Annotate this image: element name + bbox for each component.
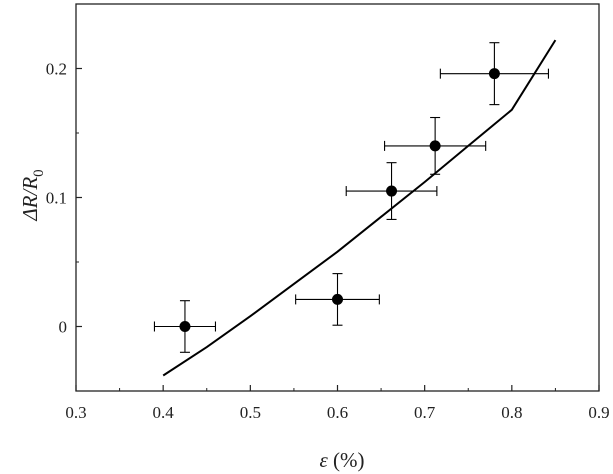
y-tick-label: 0 <box>59 318 68 337</box>
y-axis-title: ΔR/R0 <box>18 169 47 221</box>
x-tick-label: 0.6 <box>327 403 348 422</box>
x-tick-label: 0.8 <box>501 403 522 422</box>
error-bars <box>153 42 549 353</box>
x-tick-label: 0.4 <box>153 403 175 422</box>
fit-curve <box>162 39 557 377</box>
y-tick-label: 0.2 <box>46 60 67 79</box>
y-tick-label: 0.1 <box>46 189 67 208</box>
x-tick-label: 0.5 <box>240 403 261 422</box>
x-axis-symbol: ε <box>319 448 328 472</box>
data-points <box>179 68 500 332</box>
y-axis-symbol: ΔR/R <box>18 177 42 222</box>
data-point <box>488 68 500 80</box>
data-point <box>332 293 343 305</box>
x-axis-unit: (%) <box>328 448 365 472</box>
data-point <box>429 140 441 152</box>
data-point <box>179 321 191 332</box>
x-tick-label: 0.9 <box>588 403 609 422</box>
x-axis-ticks: 0.3 0.4 0.5 0.6 0.7 0.8 0.9 <box>65 385 610 422</box>
y-axis-subscript: 0 <box>31 169 47 177</box>
y-axis-ticks: 0 0.1 0.2 <box>46 60 82 337</box>
plot-frame <box>75 3 600 392</box>
x-axis-title: ε (%) <box>319 448 364 472</box>
x-tick-label: 0.3 <box>65 403 86 422</box>
data-point <box>386 185 398 197</box>
x-tick-label: 0.7 <box>414 403 436 422</box>
